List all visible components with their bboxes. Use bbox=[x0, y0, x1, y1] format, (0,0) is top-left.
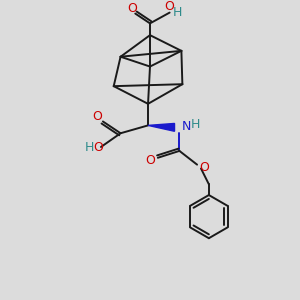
Text: O: O bbox=[199, 161, 209, 174]
Text: H: H bbox=[191, 118, 201, 131]
Polygon shape bbox=[148, 123, 175, 131]
Text: N: N bbox=[182, 120, 191, 133]
Text: H: H bbox=[173, 6, 182, 19]
Text: O: O bbox=[92, 110, 102, 123]
Text: O: O bbox=[165, 0, 175, 13]
Text: O: O bbox=[145, 154, 155, 167]
Text: O: O bbox=[128, 2, 137, 15]
Text: H: H bbox=[85, 142, 94, 154]
Text: O: O bbox=[93, 142, 103, 154]
